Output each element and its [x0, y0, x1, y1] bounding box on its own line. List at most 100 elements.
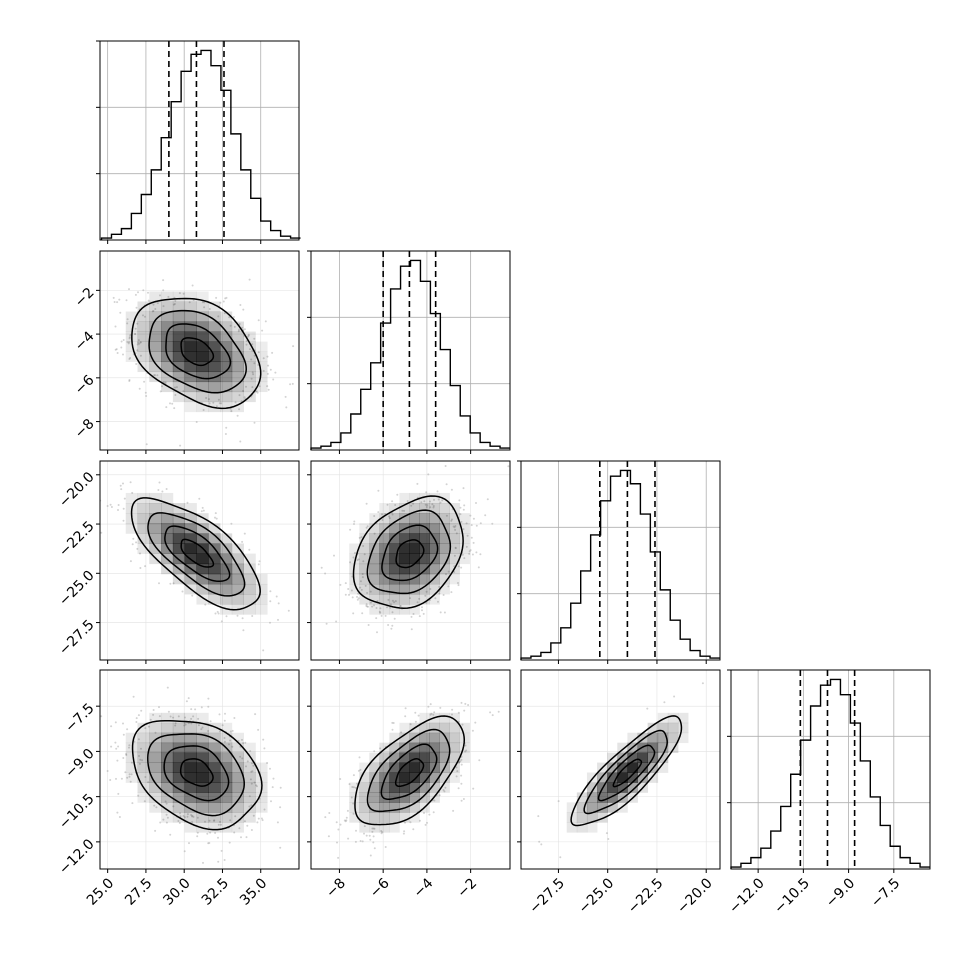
scatter-point [144, 315, 146, 318]
density-cell [255, 573, 268, 585]
scatter-point [143, 380, 146, 383]
scatter-point [262, 649, 265, 652]
scatter-point [471, 729, 474, 732]
scatter-point [486, 498, 489, 501]
scatter-point [113, 301, 116, 303]
scatter-point [287, 609, 290, 612]
density-cell [184, 401, 197, 413]
scatter-point [442, 789, 445, 791]
density-cell [184, 772, 197, 783]
scatter-point [186, 815, 189, 818]
density-cell [419, 792, 430, 803]
density-cell [172, 371, 186, 383]
density-cell [220, 772, 233, 783]
scatter-point [275, 595, 278, 598]
density-cell [137, 533, 150, 544]
scatter-point [277, 602, 280, 605]
scatter-point [425, 590, 428, 593]
density-cell [184, 331, 197, 342]
scatter-point [249, 750, 252, 753]
density-cell [399, 563, 410, 575]
scatter-point [479, 553, 482, 556]
scatter-point [174, 724, 177, 727]
density-cell [231, 321, 244, 332]
scatter-point [460, 774, 463, 777]
scatter-point [279, 846, 282, 849]
scatter-point [369, 601, 372, 604]
density-cell [220, 752, 233, 763]
scatter-point [234, 815, 237, 818]
density-cell [667, 712, 679, 724]
density-cell [220, 583, 233, 595]
density-cell [208, 563, 221, 575]
scatter-point [207, 842, 210, 845]
density-cell [196, 291, 209, 302]
scatter-point [460, 799, 463, 802]
density-cell [137, 361, 150, 373]
scatter-point [164, 381, 167, 384]
density-cell [184, 361, 197, 373]
scatter-point [165, 488, 168, 490]
scatter-point [465, 522, 468, 525]
scatter-point [450, 591, 453, 594]
scatter-point [271, 351, 274, 354]
density-cell [409, 802, 420, 813]
scatter-point [269, 368, 272, 371]
scatter-point [242, 308, 245, 311]
scatter-point [391, 721, 394, 724]
density-cell [586, 782, 598, 793]
scatter-point [238, 408, 241, 411]
density-cell [399, 722, 410, 734]
scatter-point [152, 310, 155, 312]
scatter-point [251, 371, 254, 374]
scatter-point [402, 832, 405, 835]
scatter-point [433, 799, 436, 802]
scatter-point [243, 328, 246, 331]
density-cell [389, 563, 400, 575]
density-cell [208, 553, 221, 565]
scatter-point [122, 507, 125, 510]
density-cell [419, 553, 430, 565]
scatter-point [122, 757, 125, 759]
density-cell [657, 762, 669, 773]
density-cell [161, 812, 174, 823]
density-cell [196, 563, 209, 575]
density-cell [196, 732, 209, 744]
density-cell [429, 772, 440, 783]
scatter-point [128, 379, 131, 381]
density-cell [379, 573, 390, 585]
scatter-point [241, 540, 244, 543]
scatter-point [127, 342, 130, 345]
scatter-point [391, 728, 394, 731]
density-cell [439, 782, 450, 793]
density-cell [439, 543, 450, 554]
scatter-point [220, 849, 223, 852]
scatter-point [255, 785, 258, 788]
panel-frame [99, 460, 300, 661]
density-cell [161, 503, 174, 514]
scatter-point [359, 586, 362, 589]
scatter-point [159, 390, 162, 393]
density-cell [220, 594, 233, 605]
scatter-point [327, 835, 330, 838]
scatter-point [216, 610, 219, 613]
density-cell [243, 594, 256, 605]
density-cell [149, 361, 162, 373]
scatter-point [139, 341, 142, 344]
density-cell [208, 732, 221, 744]
scatter-point [100, 715, 103, 718]
scatter-point [429, 703, 432, 706]
scatter-point [255, 390, 258, 393]
scatter-point [359, 840, 362, 842]
density-cell [220, 371, 233, 383]
scatter-point [120, 488, 123, 491]
density-cell [459, 752, 470, 763]
scatter-point [335, 620, 338, 623]
scatter-point [356, 782, 359, 785]
scatter-point [263, 808, 266, 811]
density-cell [220, 381, 233, 393]
density-cell [429, 492, 440, 504]
scatter-point [120, 340, 123, 343]
scatter-point [455, 775, 458, 778]
density-cell [149, 742, 162, 754]
